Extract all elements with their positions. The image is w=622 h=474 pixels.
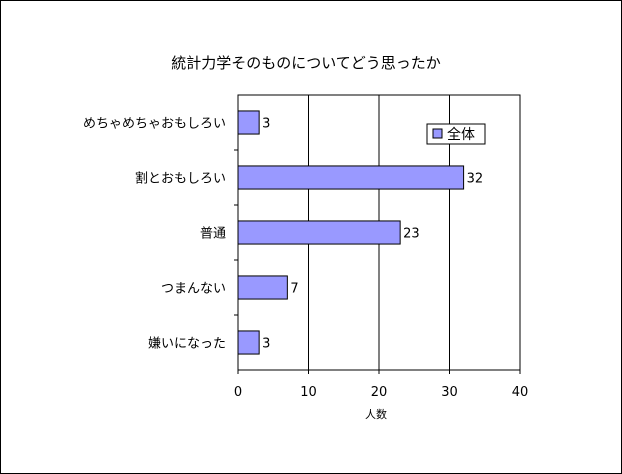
chart-title: 統計力学そのものについてどう思ったか <box>171 54 441 72</box>
bar-3 <box>237 275 288 300</box>
x-axis-title: 人数 <box>365 408 387 421</box>
x-tick-label-3: 30 <box>441 385 458 400</box>
category-label-3: つまんない <box>161 282 226 297</box>
legend-swatch <box>432 128 443 139</box>
x-tick-label-0: 0 <box>234 385 242 400</box>
data-labels: 3 32 23 7 3 <box>262 117 483 352</box>
category-label-0: めちゃめちゃおもしろい <box>83 117 226 132</box>
data-label-2: 23 <box>403 227 420 242</box>
x-tick-label-4: 40 <box>512 385 529 400</box>
data-label-3: 7 <box>290 282 298 297</box>
data-label-0: 3 <box>262 117 270 132</box>
bar-2 <box>237 220 401 245</box>
data-label-4: 3 <box>262 337 270 352</box>
data-label-1: 32 <box>467 172 484 187</box>
bar-4 <box>237 330 260 355</box>
legend-label: 全体 <box>447 126 475 143</box>
bar-1 <box>237 165 465 190</box>
y-axis-ticks <box>234 149 238 316</box>
category-label-1: 割とおもしろい <box>135 171 226 187</box>
bar-0 <box>237 110 260 135</box>
category-label-2: 普通 <box>200 227 226 242</box>
x-tick-label-2: 20 <box>371 385 388 400</box>
x-axis-tick-labels: 0 10 20 30 40 <box>234 370 528 400</box>
legend: 全体 <box>426 123 486 145</box>
category-label-4: 嫌いになった <box>148 337 226 352</box>
bars <box>237 110 465 355</box>
x-tick-label-1: 10 <box>300 385 317 400</box>
